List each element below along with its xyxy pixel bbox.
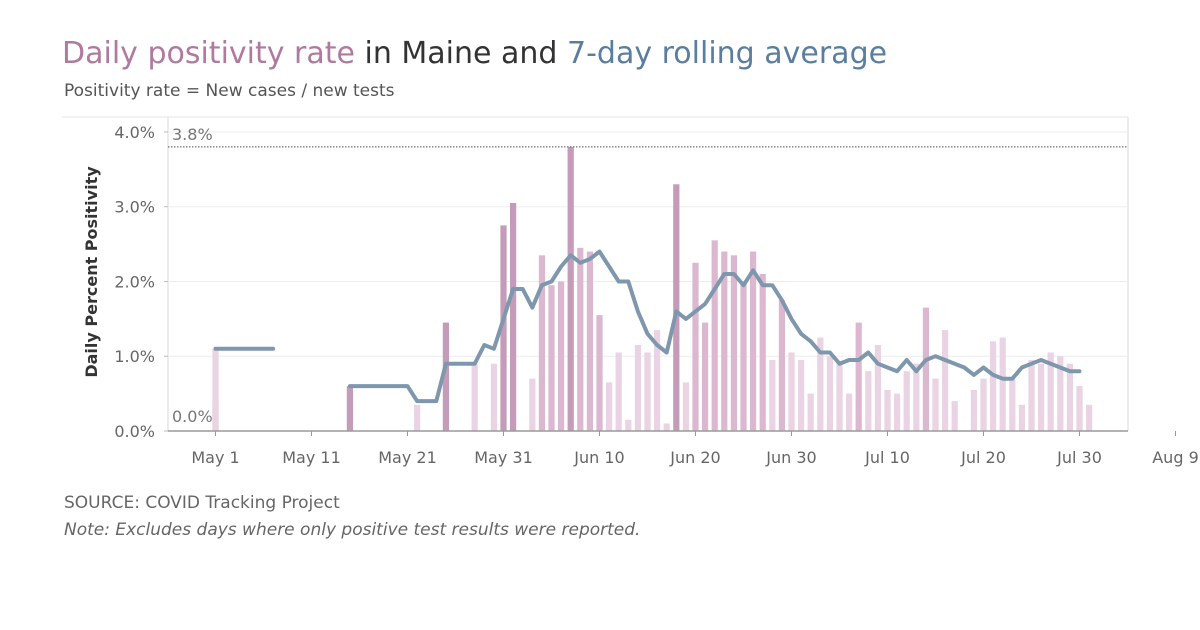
x-tick-label: Jul 30 [1056,448,1102,467]
bar [644,352,651,431]
bar [884,389,891,431]
bar [1047,352,1054,431]
bar [894,393,901,431]
bar [778,300,785,431]
rolling-average-line [347,249,1082,404]
y-tick-label: 3.0% [114,198,155,217]
bar [1038,363,1045,431]
bar [769,359,776,431]
y-tick-label: 2.0% [114,272,155,291]
x-tick-label: Jun 10 [573,448,624,467]
bar [750,251,757,431]
title-part-rolling: 7-day rolling average [567,36,888,71]
y-tick-label: 1.0% [114,347,155,366]
x-tick-label: May 31 [474,448,533,467]
bar [942,330,949,431]
title-part-middle: in Maine and [354,36,567,71]
bar [682,382,689,431]
chart-subtitle: Positivity rate = New cases / new tests [64,81,395,101]
bar [903,371,910,431]
bar [212,401,219,431]
bar [615,352,622,431]
chart-title: Daily positivity rate in Maine and 7-day… [62,36,887,71]
bar [836,363,843,431]
bar [990,341,997,431]
bar [577,247,584,431]
source-text: SOURCE: COVID Tracking Project [64,493,340,513]
bar [442,322,449,431]
x-tick-label: Jul 20 [960,448,1006,467]
bar [596,315,603,431]
bar [702,322,709,431]
x-tick-label: May 21 [378,448,437,467]
bar [548,285,555,431]
bar [730,255,737,431]
bar [1086,404,1093,431]
bar [826,356,833,431]
bar [558,281,565,431]
bar [932,378,939,431]
bar [692,262,699,431]
bar [414,404,421,431]
bar [980,378,987,431]
bar [346,386,353,431]
bar [711,240,718,431]
bar [1018,404,1025,431]
bar [922,307,929,431]
bar [788,352,795,431]
bar [634,345,641,431]
min-value-label: 0.0% [172,407,213,426]
bar [673,184,680,431]
bar [740,281,747,431]
bar [798,359,805,431]
bar [999,337,1006,431]
bar [663,423,670,431]
x-tick-label: Aug 9 [1152,448,1199,467]
bar [807,393,814,431]
reference-line-label: 3.8% [172,125,213,144]
chart-svg: 0.0% 1.0% 2.0% 3.0% 4.0% Daily Percent Positi… [62,116,1199,467]
bar [606,382,613,431]
bar [865,371,872,431]
bar [1009,378,1016,431]
bar [846,393,853,431]
bar [1076,386,1083,431]
bar [1066,363,1073,431]
x-tick-label: Jun 30 [765,448,816,467]
bar [654,330,661,431]
bar [529,378,536,431]
bar [625,419,632,431]
bar [586,251,593,431]
bar [855,322,862,431]
bar [567,146,574,431]
x-tick-label: Jun 20 [669,448,720,467]
bar [970,389,977,431]
bar [951,401,958,431]
bar [721,251,728,431]
bar [759,274,766,431]
x-tick-label: May 1 [191,448,239,467]
bar [471,363,478,431]
x-tick-label: Jul 10 [864,448,910,467]
bar [913,363,920,431]
bar [510,202,517,431]
bar [1028,359,1035,431]
bar [1057,356,1064,431]
bar [490,363,497,431]
note-text: Note: Excludes days where only positive … [64,520,641,540]
y-tick-label: 0.0% [114,422,155,441]
bar [212,348,219,431]
bar [874,345,881,431]
bar [817,337,824,431]
y-tick-label: 4.0% [114,123,155,142]
y-axis-title: Daily Percent Positivity [82,166,101,378]
bar [500,225,507,431]
bar [538,255,545,431]
title-part-daily: Daily positivity rate [62,36,355,71]
x-tick-label: May 11 [282,448,341,467]
